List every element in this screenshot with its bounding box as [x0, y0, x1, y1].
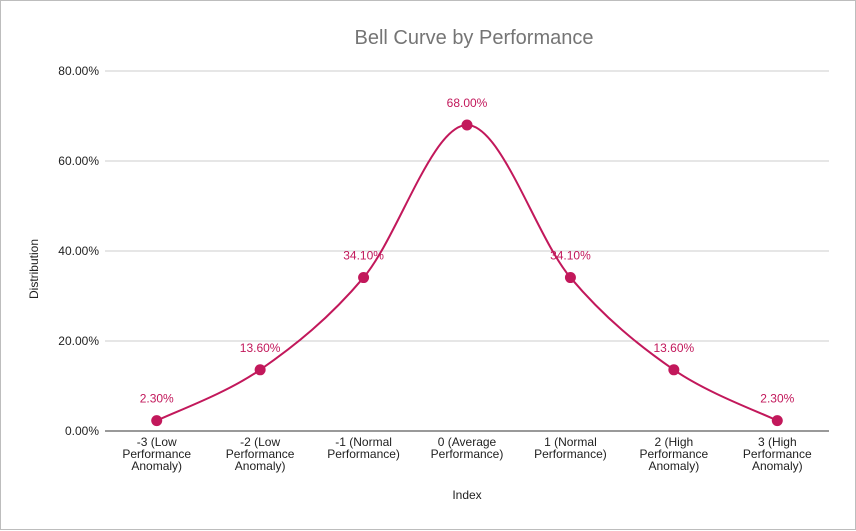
- data-label: 68.00%: [447, 96, 488, 110]
- series-line: [156, 123, 778, 422]
- data-label: 2.30%: [140, 392, 174, 406]
- x-tick-label: 3 (High Performance Anomaly): [743, 435, 812, 473]
- data-point: [151, 415, 163, 427]
- x-axis-title: Index: [452, 488, 481, 502]
- y-tick-label: 80.00%: [58, 64, 99, 78]
- y-tick-label: 40.00%: [58, 244, 99, 258]
- data-label: 13.60%: [654, 341, 695, 355]
- y-tick-label: 0.00%: [65, 424, 99, 438]
- data-label: 13.60%: [240, 341, 281, 355]
- gridlines: [105, 70, 829, 432]
- chart-title: Bell Curve by Performance: [355, 27, 594, 49]
- x-tick-label: -3 (Low Performance Anomaly): [122, 435, 191, 473]
- data-point: [564, 272, 576, 284]
- y-tick-label: 20.00%: [58, 334, 99, 348]
- y-tick-label: 60.00%: [58, 154, 99, 168]
- y-axis-title: Distribution: [27, 239, 41, 299]
- x-tick-label: -2 (Low Performance Anomaly): [226, 435, 295, 473]
- data-points: [151, 119, 783, 427]
- x-tick-label: 0 (Average Performance): [431, 435, 504, 461]
- data-labels: 2.30% 13.60% 34.10% 68.00% 34.10% 13.60% 2.30%: [140, 96, 795, 406]
- data-label: 2.30%: [760, 392, 794, 406]
- y-axis-ticks: 0.00% 20.00% 40.00% 60.00% 80.00%: [58, 64, 99, 438]
- data-point: [771, 415, 783, 427]
- data-point: [668, 364, 680, 376]
- x-tick-label: 2 (High Performance Anomaly): [640, 435, 709, 473]
- data-point: [254, 364, 266, 376]
- data-point: [461, 119, 473, 131]
- x-tick-label: -1 (Normal Performance): [327, 435, 400, 461]
- data-point: [358, 272, 370, 284]
- data-label: 34.10%: [343, 249, 384, 263]
- x-axis-ticks: -3 (Low Performance Anomaly) -2 (Low Perform…: [122, 435, 812, 473]
- x-tick-label: 1 (Normal Performance): [534, 435, 607, 461]
- data-label: 34.10%: [550, 249, 591, 263]
